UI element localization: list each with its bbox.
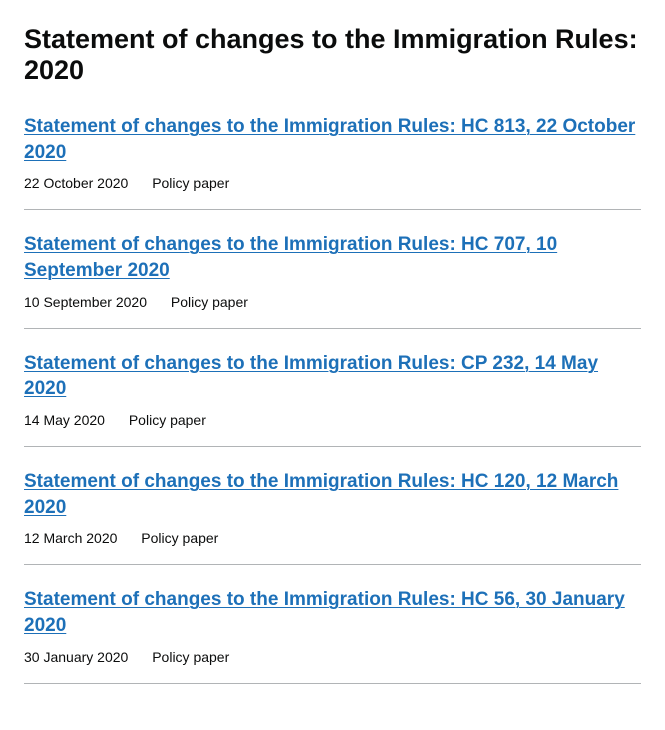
- document-link[interactable]: Statement of changes to the Immigration …: [24, 589, 625, 636]
- document-date: 10 September 2020: [24, 294, 147, 310]
- document-date: 22 October 2020: [24, 175, 128, 191]
- document-link[interactable]: Statement of changes to the Immigration …: [24, 116, 635, 163]
- document-date: 14 May 2020: [24, 412, 105, 428]
- document-meta: 30 January 2020 Policy paper: [24, 649, 641, 665]
- document-date: 30 January 2020: [24, 649, 128, 665]
- document-meta: 22 October 2020 Policy paper: [24, 175, 641, 191]
- document-meta: 14 May 2020 Policy paper: [24, 412, 641, 428]
- document-date: 12 March 2020: [24, 530, 117, 546]
- list-item: Statement of changes to the Immigration …: [24, 114, 641, 210]
- document-type: Policy paper: [129, 412, 206, 428]
- document-type: Policy paper: [152, 649, 229, 665]
- document-type: Policy paper: [152, 175, 229, 191]
- document-link[interactable]: Statement of changes to the Immigration …: [24, 234, 557, 281]
- list-item: Statement of changes to the Immigration …: [24, 469, 641, 565]
- document-list: Statement of changes to the Immigration …: [24, 114, 641, 683]
- list-item: Statement of changes to the Immigration …: [24, 587, 641, 683]
- page-title: Statement of changes to the Immigration …: [24, 24, 641, 86]
- document-link[interactable]: Statement of changes to the Immigration …: [24, 471, 618, 518]
- document-type: Policy paper: [141, 530, 218, 546]
- document-meta: 12 March 2020 Policy paper: [24, 530, 641, 546]
- document-meta: 10 September 2020 Policy paper: [24, 294, 641, 310]
- document-link[interactable]: Statement of changes to the Immigration …: [24, 353, 598, 400]
- document-type: Policy paper: [171, 294, 248, 310]
- list-item: Statement of changes to the Immigration …: [24, 351, 641, 447]
- list-item: Statement of changes to the Immigration …: [24, 232, 641, 328]
